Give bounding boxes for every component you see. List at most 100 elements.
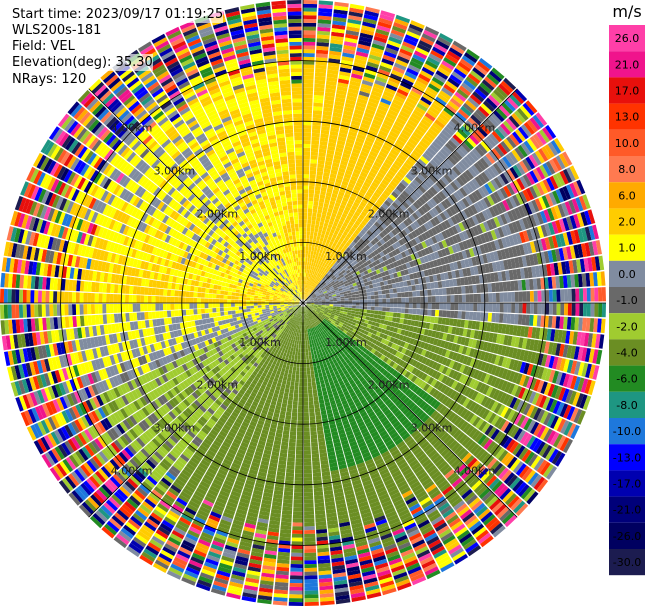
range-gate xyxy=(293,492,303,497)
range-gate xyxy=(529,290,534,302)
range-gate xyxy=(303,41,316,46)
range-gate xyxy=(374,306,379,311)
range-gate xyxy=(330,35,344,41)
range-gate xyxy=(290,427,297,432)
range-gate xyxy=(312,113,322,119)
range-gate xyxy=(286,461,295,466)
range-gate xyxy=(312,205,318,210)
range-gate xyxy=(324,218,330,224)
range-gate xyxy=(350,226,356,233)
range-gate xyxy=(426,56,440,67)
range-gate xyxy=(297,424,303,428)
range-gate xyxy=(556,303,561,316)
range-gate xyxy=(391,163,401,171)
range-gate xyxy=(344,295,349,299)
range-gate xyxy=(313,231,318,237)
range-gate xyxy=(307,219,312,224)
range-gate xyxy=(303,181,309,186)
range-gate xyxy=(321,210,327,216)
range-gate xyxy=(314,495,324,500)
range-gate xyxy=(291,416,298,421)
range-gate xyxy=(399,48,413,57)
range-gate xyxy=(316,276,320,281)
range-gate xyxy=(304,329,307,334)
range-gate xyxy=(304,492,314,497)
range-gate xyxy=(354,58,367,65)
range-gate xyxy=(308,193,314,198)
range-gate xyxy=(473,293,478,303)
range-gate xyxy=(347,134,356,141)
range-gate xyxy=(314,186,321,191)
range-gate xyxy=(309,174,316,179)
range-gate xyxy=(315,377,320,382)
range-gate xyxy=(333,104,344,111)
range-gate xyxy=(319,249,324,254)
range-gate xyxy=(294,477,303,481)
range-gate xyxy=(468,311,474,320)
range-gate xyxy=(365,136,375,144)
range-gate xyxy=(304,522,315,527)
range-gate xyxy=(349,127,359,134)
range-gate xyxy=(318,152,326,157)
range-gate xyxy=(381,123,392,131)
range-gate xyxy=(300,363,303,368)
range-gate xyxy=(391,283,397,289)
range-gate xyxy=(304,556,317,561)
range-gate xyxy=(376,72,389,80)
range-gate xyxy=(294,480,303,485)
range-gate xyxy=(310,147,319,153)
range-gate xyxy=(337,301,341,303)
range-gate xyxy=(351,292,356,295)
range-gate xyxy=(330,169,338,175)
range-gate xyxy=(340,125,350,131)
range-gate xyxy=(400,150,410,159)
range-gate xyxy=(322,250,326,255)
range-gate xyxy=(353,168,361,175)
range-gate xyxy=(318,240,323,246)
range-gate xyxy=(348,229,354,236)
range-gate xyxy=(344,102,355,109)
range-gate xyxy=(400,81,412,90)
range-gate xyxy=(389,105,400,114)
range-gate xyxy=(303,261,305,266)
range-gate xyxy=(311,140,320,145)
range-gate xyxy=(303,390,308,394)
range-gate xyxy=(522,303,527,314)
range-gate xyxy=(344,206,351,212)
range-gate xyxy=(449,287,455,295)
range-gate xyxy=(404,34,419,43)
range-gate xyxy=(434,309,440,317)
range-gate xyxy=(341,56,354,62)
range-gate xyxy=(390,303,394,308)
range-gate xyxy=(424,89,436,99)
range-gate xyxy=(336,223,343,229)
range-gate xyxy=(312,468,321,474)
range-gate xyxy=(414,106,426,115)
range-gate xyxy=(375,188,383,196)
range-gate xyxy=(333,230,339,236)
range-gate xyxy=(315,251,320,257)
range-gate xyxy=(373,314,378,319)
range-gate xyxy=(371,181,379,189)
range-gate xyxy=(439,303,444,310)
range-gate xyxy=(315,411,321,416)
range-gate xyxy=(309,235,314,240)
range-gate xyxy=(346,166,354,172)
range-gate xyxy=(298,401,303,406)
range-gate xyxy=(303,446,311,451)
range-gate xyxy=(360,28,375,36)
range-gate xyxy=(304,488,313,493)
range-gate xyxy=(346,233,352,239)
range-gate xyxy=(412,291,417,297)
range-gate xyxy=(373,115,384,123)
range-gate xyxy=(594,303,599,317)
range-gate xyxy=(311,129,321,134)
range-gate xyxy=(304,280,306,285)
range-gate xyxy=(286,465,295,470)
range-gate xyxy=(314,369,318,374)
range-gate xyxy=(297,416,303,421)
range-gate xyxy=(434,316,439,324)
range-gate xyxy=(306,284,309,289)
range-gate xyxy=(495,303,500,313)
range-gate xyxy=(354,311,360,315)
